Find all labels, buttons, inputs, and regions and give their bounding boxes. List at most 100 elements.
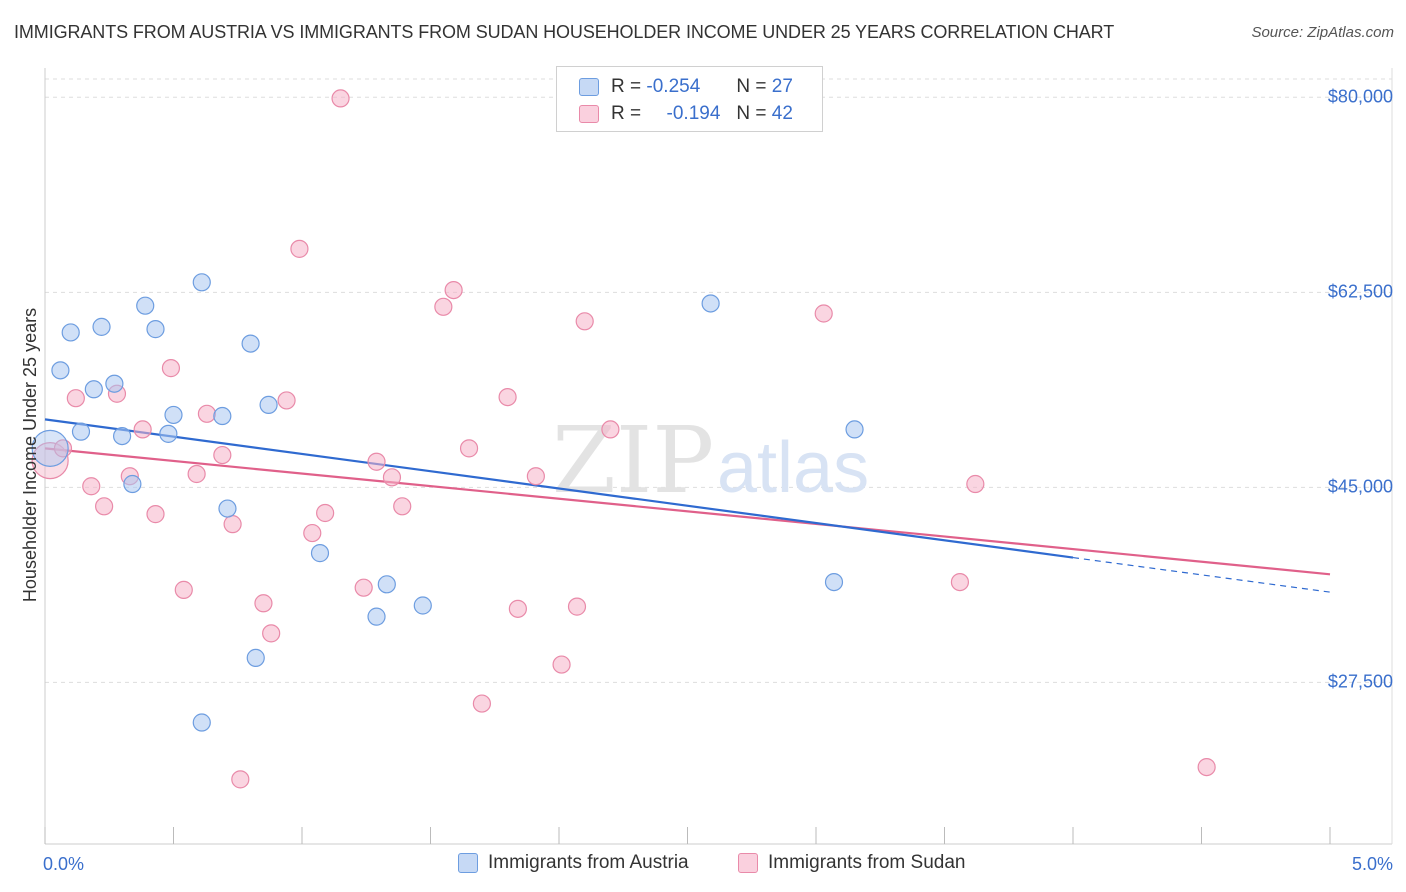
sudan-point	[472, 694, 491, 713]
austria-point	[92, 317, 111, 336]
sudan-point	[231, 770, 250, 789]
austria-point	[246, 648, 265, 667]
legend-r-label: R =	[611, 76, 642, 97]
chart-title: IMMIGRANTS FROM AUSTRIA VS IMMIGRANTS FR…	[14, 22, 1115, 42]
x-tick-label: 5.0%	[1352, 854, 1393, 874]
watermark-zip: ZIP	[552, 407, 714, 514]
austria-point	[310, 544, 330, 563]
sudan-point	[444, 280, 463, 300]
bottom-legend-austria: Immigrants from Austria	[458, 852, 689, 874]
sudan-point	[575, 312, 594, 331]
sudan-point	[434, 297, 453, 316]
legend-r-label: R =	[611, 103, 642, 124]
gridlines	[45, 78, 1392, 683]
sudan-point	[66, 389, 85, 408]
sudan-point	[1197, 757, 1216, 777]
sudan-point	[262, 624, 281, 643]
austria-point	[164, 405, 183, 425]
y-tick-label: $62,500	[1328, 281, 1393, 301]
trend-lines	[44, 418, 1331, 593]
sudan-point	[277, 391, 296, 410]
austria-point	[192, 713, 211, 732]
austria-point	[259, 395, 278, 414]
austria-swatch	[579, 78, 599, 96]
sudan-point	[303, 523, 322, 543]
sudan-point	[382, 468, 402, 487]
austria-point	[413, 596, 432, 615]
legend-row-austria: R = -0.254 N = 27	[579, 75, 793, 99]
y-tick-labels: $27,500 $45,000 $62,500 $80,000	[1328, 86, 1393, 691]
austria-point	[218, 499, 237, 518]
austria-point	[845, 420, 864, 439]
sudan-point	[197, 404, 217, 423]
sudan-trend-line	[44, 447, 1331, 576]
bottom-legend-sudan: Immigrants from Sudan	[738, 852, 965, 874]
austria-point	[105, 374, 124, 393]
sudan-point	[223, 515, 242, 534]
sudan-point	[95, 497, 114, 516]
sudan-point	[966, 474, 985, 494]
sudan-point	[146, 505, 165, 524]
y-tick-label: $27,500	[1328, 671, 1393, 691]
x-tick-labels: 0.0% 5.0%	[43, 854, 1393, 874]
sudan-legend-label: Immigrants from Sudan	[768, 852, 966, 873]
sudan-point	[174, 580, 193, 599]
watermark-atlas: atlas	[717, 428, 869, 508]
sudan-legend-swatch	[738, 853, 758, 873]
sudan-point	[526, 467, 545, 486]
sudan-point	[82, 477, 101, 496]
legend-r-value: -0.254	[646, 76, 701, 97]
legend-n-label: N =	[736, 76, 767, 97]
sudan-point	[393, 497, 412, 516]
sudan-point	[354, 578, 373, 597]
sudan-point	[316, 503, 335, 523]
sudan-point	[367, 452, 386, 471]
sudan-point	[331, 89, 350, 108]
austria-point	[701, 294, 720, 313]
legend-n-label: N =	[736, 103, 767, 124]
sudan-point	[498, 387, 517, 407]
y-axis-label: Householder Income Under 25 years	[20, 308, 40, 602]
austria-point	[136, 296, 155, 315]
austria-legend-swatch	[458, 853, 478, 873]
legend-r-value: -0.194	[666, 103, 721, 124]
sudan-point	[950, 572, 970, 592]
sudan-swatch	[579, 105, 599, 123]
austria-legend-label: Immigrants from Austria	[488, 852, 689, 873]
sudan-point	[161, 359, 181, 378]
austria-point	[112, 426, 132, 446]
sudan-point	[552, 655, 571, 674]
austria-point	[159, 424, 178, 443]
sudan-point	[133, 420, 152, 439]
data-points	[31, 89, 1216, 789]
austria-point	[824, 572, 844, 592]
axes	[44, 68, 1393, 845]
austria-point	[84, 380, 103, 399]
austria-point	[146, 320, 165, 339]
x-tick-label: 0.0%	[43, 854, 84, 874]
sudan-point	[459, 439, 479, 458]
sudan-point	[213, 445, 232, 465]
austria-point	[192, 273, 211, 292]
sudan-point	[508, 599, 527, 618]
y-tick-label: $45,000	[1328, 476, 1393, 496]
sudan-point	[814, 304, 833, 323]
correlation-legend: R = -0.254 N = 27 R = -0.194 N = 42	[556, 66, 823, 132]
austria-point	[377, 575, 396, 594]
austria-trend-line	[44, 418, 1074, 559]
austria-point	[61, 323, 80, 342]
sudan-point	[567, 597, 587, 616]
legend-row-sudan: R = -0.194 N = 42	[579, 102, 793, 126]
austria-point	[213, 406, 232, 426]
austria-point	[51, 361, 70, 380]
sudan-point	[290, 239, 309, 258]
austria-point	[31, 429, 69, 467]
sudan-point	[254, 594, 273, 613]
legend-n-value: 42	[771, 103, 793, 124]
source-label: Source: ZipAtlas.com	[1251, 24, 1394, 41]
austria-point	[123, 474, 142, 494]
austria-point	[71, 422, 91, 441]
austria-point	[367, 607, 386, 626]
austria-point	[241, 334, 260, 353]
